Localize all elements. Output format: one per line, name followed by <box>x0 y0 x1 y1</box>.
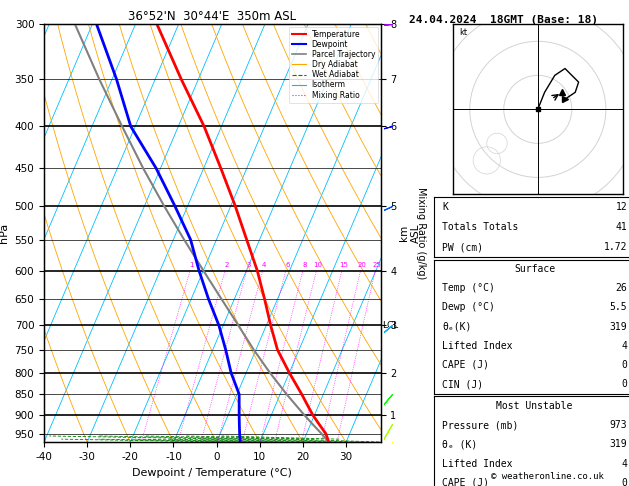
Text: 25: 25 <box>372 261 381 268</box>
Text: LCL: LCL <box>382 321 399 330</box>
Text: 1: 1 <box>189 261 194 268</box>
Text: 2: 2 <box>225 261 229 268</box>
Text: Totals Totals: Totals Totals <box>442 222 518 232</box>
Text: 1.72: 1.72 <box>604 242 627 252</box>
Text: 4: 4 <box>262 261 266 268</box>
Text: 4: 4 <box>621 341 627 351</box>
Text: 10: 10 <box>313 261 323 268</box>
Legend: Temperature, Dewpoint, Parcel Trajectory, Dry Adiabat, Wet Adiabat, Isotherm, Mi: Temperature, Dewpoint, Parcel Trajectory… <box>289 27 378 103</box>
Text: 24.04.2024  18GMT (Base: 18): 24.04.2024 18GMT (Base: 18) <box>409 15 598 25</box>
Text: 41: 41 <box>616 222 627 232</box>
Text: 5.5: 5.5 <box>610 302 627 312</box>
Text: K: K <box>442 202 448 212</box>
Text: CAPE (J): CAPE (J) <box>442 360 489 370</box>
X-axis label: Dewpoint / Temperature (°C): Dewpoint / Temperature (°C) <box>132 468 292 478</box>
Text: θₑ(K): θₑ(K) <box>442 322 472 331</box>
Text: 319: 319 <box>610 439 627 449</box>
Text: 3: 3 <box>246 261 250 268</box>
Text: 12: 12 <box>616 202 627 212</box>
Text: Mixing Ratio (g/kg): Mixing Ratio (g/kg) <box>416 187 426 279</box>
Text: 26: 26 <box>616 283 627 293</box>
Text: Lifted Index: Lifted Index <box>442 459 513 469</box>
Text: θₑ (K): θₑ (K) <box>442 439 477 449</box>
Text: 973: 973 <box>610 420 627 430</box>
Text: Dewp (°C): Dewp (°C) <box>442 302 495 312</box>
Text: 6: 6 <box>285 261 289 268</box>
Text: PW (cm): PW (cm) <box>442 242 483 252</box>
Text: Pressure (mb): Pressure (mb) <box>442 420 518 430</box>
Text: CAPE (J): CAPE (J) <box>442 478 489 486</box>
Text: 0: 0 <box>621 478 627 486</box>
Text: Surface: Surface <box>514 264 555 274</box>
Text: 4: 4 <box>621 459 627 469</box>
Text: © weatheronline.co.uk: © weatheronline.co.uk <box>491 472 604 481</box>
Text: kt: kt <box>460 28 468 36</box>
Text: Temp (°C): Temp (°C) <box>442 283 495 293</box>
Text: 20: 20 <box>357 261 366 268</box>
Text: Most Unstable: Most Unstable <box>496 401 573 411</box>
Text: Lifted Index: Lifted Index <box>442 341 513 351</box>
Y-axis label: km
ASL: km ASL <box>399 224 421 243</box>
Y-axis label: hPa: hPa <box>0 223 9 243</box>
Text: CIN (J): CIN (J) <box>442 379 483 389</box>
Text: 319: 319 <box>610 322 627 331</box>
Text: 15: 15 <box>339 261 348 268</box>
Text: 0: 0 <box>621 379 627 389</box>
Text: 0: 0 <box>621 360 627 370</box>
Title: 36°52'N  30°44'E  350m ASL: 36°52'N 30°44'E 350m ASL <box>128 10 296 23</box>
Text: 8: 8 <box>302 261 306 268</box>
